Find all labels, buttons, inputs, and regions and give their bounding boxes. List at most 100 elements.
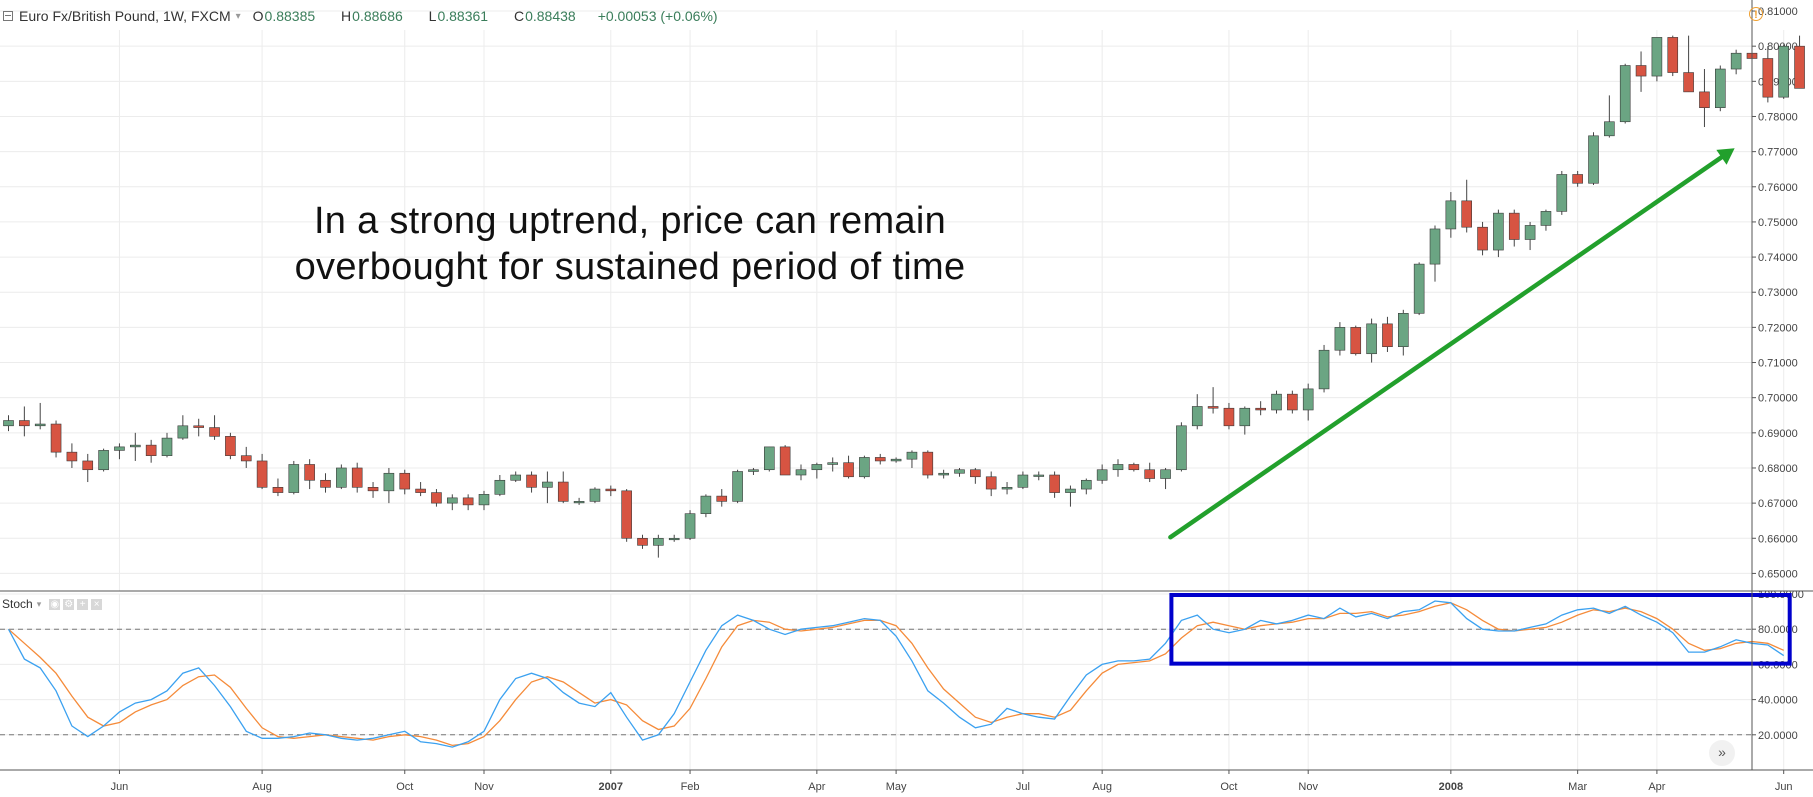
add-icon[interactable]: + — [77, 598, 89, 610]
candle-up — [906, 451, 918, 460]
candle-up — [827, 462, 839, 465]
candle-down — [1762, 58, 1774, 98]
stoch-tick-label: 40.0000 — [1758, 695, 1798, 707]
candle-up — [1715, 68, 1726, 108]
candle-down — [1223, 407, 1235, 427]
candle-down — [193, 425, 204, 428]
candle-down — [874, 457, 886, 462]
candle-down — [1794, 45, 1805, 89]
time-tick-label: Aug — [1092, 781, 1112, 793]
price-tick-label: 0.66000 — [1758, 533, 1798, 545]
candle-up — [1176, 425, 1187, 471]
candle-up — [1556, 174, 1568, 212]
candle-down — [621, 490, 632, 539]
candle-up — [34, 423, 46, 427]
stoch-dropdown-icon[interactable]: ▾ — [36, 598, 42, 609]
scroll-to-latest-icon[interactable]: » — [1709, 740, 1735, 766]
price-tick-label: 0.76000 — [1758, 182, 1798, 194]
low-label: L — [428, 8, 437, 24]
time-tick-label: Oct — [396, 781, 413, 793]
candle-down — [304, 464, 315, 481]
candle-down — [1635, 65, 1647, 77]
candle-down — [779, 446, 791, 476]
time-tick-label: Jun — [1775, 781, 1793, 793]
candle-up — [589, 488, 601, 502]
candle-down — [256, 460, 268, 488]
time-tick-label: Feb — [681, 781, 700, 793]
overbought-highlight-box — [1169, 593, 1792, 666]
time-tick-label: Nov — [474, 781, 494, 793]
high-label: H — [341, 8, 352, 24]
candle-down — [1508, 212, 1520, 240]
price-tick-label: 0.75000 — [1758, 217, 1798, 229]
candle-down — [367, 487, 379, 492]
symbol-title[interactable]: Euro Fx/British Pound, 1W, FXCM — [19, 8, 231, 24]
candle-up — [1429, 228, 1441, 265]
candle-up — [938, 472, 949, 476]
price-tick-label: 0.67000 — [1758, 498, 1798, 510]
symbol-dropdown-icon[interactable]: ▾ — [235, 10, 241, 22]
candle-down — [145, 444, 157, 456]
low-value: 0.88361 — [437, 8, 489, 24]
candle-up — [732, 471, 743, 502]
candle-up — [1191, 406, 1203, 427]
candle-down — [557, 481, 569, 502]
candle-down — [922, 451, 934, 476]
price-tick-label: 0.74000 — [1758, 252, 1798, 264]
close-value: 0.88438 — [525, 8, 576, 24]
annotation-text: In a strong uptrend, price can remain ov… — [240, 198, 1020, 290]
price-tick-label: 0.72000 — [1758, 322, 1798, 334]
candle-up — [3, 420, 14, 427]
candle-up — [1413, 263, 1425, 314]
candle-down — [843, 462, 854, 478]
candle-up — [954, 469, 965, 474]
close-icon[interactable]: × — [91, 598, 103, 610]
candle-up — [859, 457, 870, 478]
candle-up — [494, 479, 506, 495]
candle-up — [161, 437, 173, 456]
candle-up — [1271, 393, 1282, 411]
collapse-icon[interactable] — [3, 11, 13, 21]
candle-up — [1778, 45, 1789, 98]
stoch-label[interactable]: Stoch — [2, 597, 33, 611]
time-tick-label: Aug — [252, 781, 272, 793]
candle-up — [1096, 469, 1108, 481]
candle-up — [1366, 323, 1377, 355]
candle-up — [1619, 65, 1631, 123]
candle-up — [98, 450, 109, 471]
time-tick-label: Jun — [111, 781, 129, 793]
warning-icon[interactable]: ! — [1749, 7, 1763, 21]
candle-up — [653, 537, 664, 546]
candle-up — [383, 472, 395, 492]
settings-icon[interactable]: ⚙ — [63, 598, 75, 610]
time-tick-label: Apr — [1648, 781, 1665, 793]
candle-down — [272, 487, 284, 493]
candle-down — [225, 436, 236, 456]
ohlc-readout: O0.88385 H0.88686 L0.88361 C0.88438 — [253, 8, 598, 24]
price-tick-label: 0.80000 — [1758, 41, 1798, 53]
open-label: O — [252, 8, 264, 24]
candle-down — [1477, 226, 1488, 251]
candle-down — [1572, 174, 1583, 184]
change-readout: +0.00053 (+0.06%) — [597, 8, 718, 24]
visibility-icon[interactable]: ◉ — [49, 598, 61, 610]
candle-down — [1699, 91, 1710, 108]
price-tick-label: 0.70000 — [1758, 393, 1798, 405]
candle-down — [637, 537, 648, 546]
price-tick-label: 0.73000 — [1758, 287, 1798, 299]
trend-arrow-head — [1716, 148, 1735, 165]
candle-up — [1604, 121, 1615, 137]
time-tick-label: 2008 — [1439, 781, 1463, 793]
candle-up — [1033, 474, 1045, 477]
candle-up — [1239, 407, 1251, 427]
candle-down — [1287, 393, 1298, 411]
candle-up — [1588, 135, 1599, 184]
candle-down — [19, 420, 30, 427]
close-label: C — [513, 8, 525, 24]
candle-up — [288, 464, 300, 493]
stoch-tick-label: 80.0000 — [1758, 624, 1798, 636]
open-value: 0.88385 — [264, 8, 316, 24]
price-tick-label: 0.69000 — [1758, 428, 1798, 440]
stoch-d-line — [8, 602, 1784, 747]
